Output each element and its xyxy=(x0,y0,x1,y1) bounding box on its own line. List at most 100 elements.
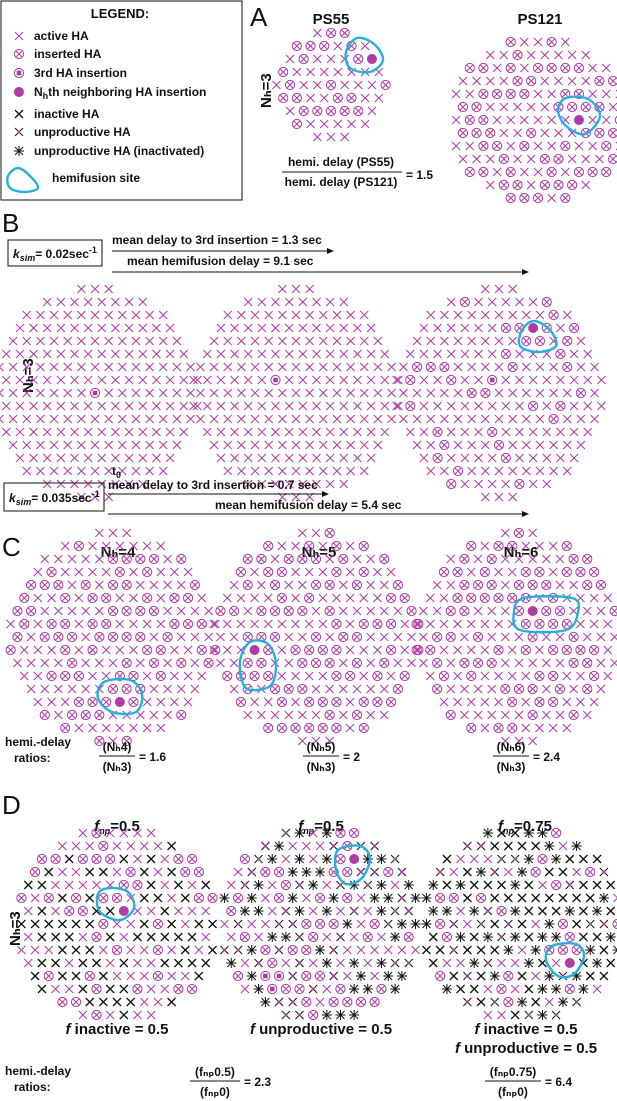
active-ha-icon xyxy=(322,880,332,890)
inserted-ha-icon xyxy=(432,631,443,643)
unprodinact-ha-icon xyxy=(523,828,534,838)
active-ha-icon xyxy=(129,593,138,603)
active-ha-icon xyxy=(549,466,558,476)
active-ha-icon xyxy=(560,37,570,47)
unprod-ha-icon xyxy=(497,854,506,864)
active-ha-icon xyxy=(204,632,213,642)
active-ha-icon xyxy=(193,375,202,385)
inactive-ha-icon xyxy=(194,971,204,981)
active-ha-icon xyxy=(339,427,349,437)
active-ha-icon xyxy=(90,466,100,476)
active-ha-icon xyxy=(94,554,104,564)
active-ha-icon xyxy=(170,671,179,681)
inserted-ha-icon xyxy=(121,631,132,643)
active-ha-icon xyxy=(271,401,280,411)
inserted-ha-icon xyxy=(60,618,71,630)
unprodinact-ha-icon xyxy=(355,971,366,981)
inserted-ha-icon xyxy=(448,892,459,904)
inactive-ha-icon xyxy=(517,893,527,903)
unprodinact-ha-icon xyxy=(362,854,373,864)
active-ha-icon xyxy=(319,119,329,129)
inserted-ha-icon xyxy=(331,670,342,682)
active-ha-icon xyxy=(531,971,541,981)
active-ha-icon xyxy=(156,697,166,707)
inserted-ha-icon xyxy=(548,592,559,604)
active-ha-icon xyxy=(305,284,315,294)
active-ha-icon xyxy=(257,297,267,307)
inserted-ha-icon xyxy=(548,696,559,708)
active-ha-icon xyxy=(467,362,477,372)
active-ha-icon xyxy=(138,349,148,359)
active-ha-icon xyxy=(342,945,352,955)
inserted-ha-icon xyxy=(601,166,612,178)
active-ha-icon xyxy=(29,401,38,411)
unprod-ha-icon xyxy=(497,932,506,942)
active-ha-icon xyxy=(325,297,335,307)
active-ha-icon xyxy=(264,440,274,450)
active-ha-icon xyxy=(70,297,79,307)
inserted-ha-icon xyxy=(452,566,463,578)
inserted-ha-icon xyxy=(568,657,579,669)
active-ha-icon xyxy=(56,401,66,411)
active-ha-icon xyxy=(499,102,509,112)
active-ha-icon xyxy=(139,841,149,851)
unprodinact-ha-icon xyxy=(328,893,339,903)
inserted-ha-icon xyxy=(176,657,187,669)
inserted-ha-icon xyxy=(317,644,328,656)
inserted-ha-icon xyxy=(342,996,353,1008)
inactive-ha-icon xyxy=(14,109,24,119)
active-ha-icon xyxy=(297,736,307,746)
active-ha-icon xyxy=(167,945,176,955)
inserted-ha-icon xyxy=(385,696,397,708)
active-ha-icon xyxy=(111,297,120,307)
panel-a-grid-ps121 xyxy=(451,36,617,204)
active-ha-icon xyxy=(480,645,490,655)
inactive-ha-icon xyxy=(462,893,472,903)
inserted-ha-icon xyxy=(180,866,191,878)
active-ha-icon xyxy=(40,684,50,694)
active-ha-icon xyxy=(359,440,369,450)
active-ha-icon xyxy=(425,593,435,603)
active-ha-icon xyxy=(466,645,476,655)
active-ha-icon xyxy=(412,440,422,450)
active-ha-icon xyxy=(83,427,93,437)
active-ha-icon xyxy=(576,336,586,346)
active-ha-icon xyxy=(71,867,81,877)
active-ha-icon xyxy=(138,453,148,463)
active-ha-icon xyxy=(74,593,84,603)
inserted-ha-icon xyxy=(568,631,579,643)
active-ha-icon xyxy=(209,645,218,655)
inactive-ha-icon xyxy=(85,867,95,877)
unprodinact-ha-icon xyxy=(260,997,271,1007)
active-ha-icon xyxy=(19,671,29,681)
active-ha-icon xyxy=(112,919,122,929)
unprod-ha-icon xyxy=(397,867,407,877)
panel-d-ratios-label-1: hemi.-delay xyxy=(5,1064,71,1078)
unprodinact-ha-icon xyxy=(294,854,305,864)
inactive-ha-icon xyxy=(503,841,513,851)
inactive-ha-icon xyxy=(85,919,95,929)
panel-a-ratio-value: = 1.5 xyxy=(406,168,433,182)
active-ha-icon xyxy=(494,284,504,294)
inserted-ha-icon xyxy=(317,722,328,734)
active-ha-icon xyxy=(56,323,66,333)
active-ha-icon xyxy=(277,414,287,424)
inserted-ha-icon xyxy=(66,631,78,643)
active-ha-icon xyxy=(63,440,73,450)
third-ha-icon xyxy=(260,970,271,982)
ratio-denominator: (fₙₚ0) xyxy=(498,1085,528,1099)
panel-c-title-nh4: Nₕ=4 xyxy=(101,544,136,561)
active-ha-icon xyxy=(312,453,321,463)
inserted-ha-icon xyxy=(478,88,489,100)
inserted-ha-icon xyxy=(560,140,571,152)
inserted-ha-icon xyxy=(355,996,367,1008)
inserted-ha-icon xyxy=(128,696,139,708)
unprodinact-ha-icon xyxy=(537,932,548,942)
unprodinact-ha-icon xyxy=(315,945,325,955)
active-ha-icon xyxy=(163,684,172,694)
active-ha-icon xyxy=(531,919,541,929)
active-ha-icon xyxy=(26,632,36,642)
active-ha-icon xyxy=(56,427,66,437)
active-ha-icon xyxy=(542,401,552,411)
third-ha-icon xyxy=(270,374,281,386)
